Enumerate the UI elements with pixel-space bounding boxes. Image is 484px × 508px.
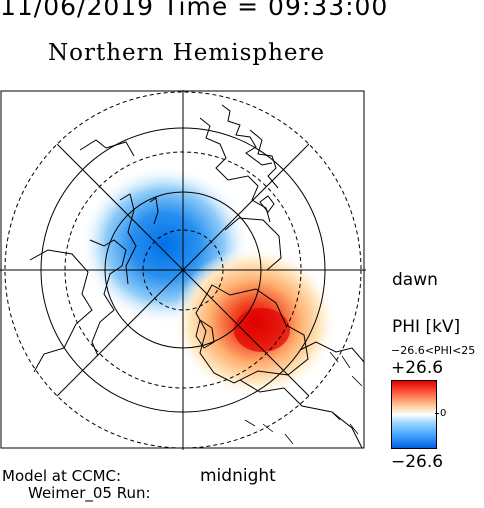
colorbar-zero: 0 [440,408,447,419]
plot-title: Northern Hemisphere [48,40,326,66]
colorbar [391,380,437,449]
polar-map [0,90,366,450]
timestamp-header: 11/06/2019 Time = 09:33:00 [0,0,389,21]
midnight-label: midnight [200,466,276,486]
run-label: Weimer_05 Run: [28,484,151,502]
colorbar-min: −26.6 [391,452,444,472]
colorbar-max: +26.6 [391,358,444,378]
coastlines [29,104,365,449]
colorbar-zero-tick [435,413,439,414]
colorbar-range: −26.6<PHI<25 [391,344,476,357]
model-label: Model at CCMC: [2,467,122,485]
dawn-label: dawn [392,270,438,290]
colorbar-title: PHI [kV] [392,317,461,337]
